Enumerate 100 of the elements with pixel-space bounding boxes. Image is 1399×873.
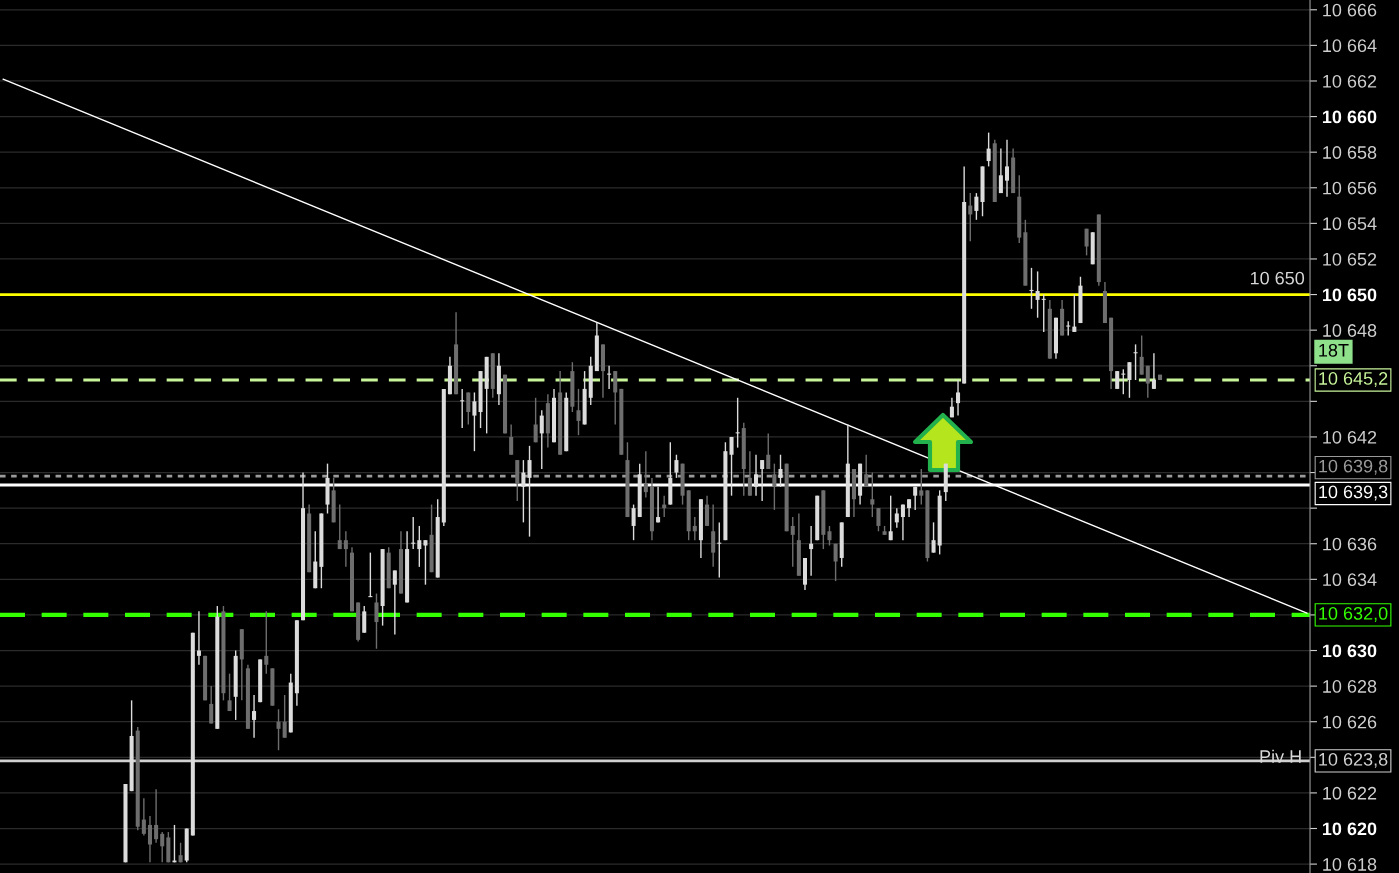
annotation: 10 650 <box>1250 271 1305 285</box>
y-tick-label: 10 620 <box>1322 822 1377 836</box>
candlestick <box>656 486 661 524</box>
candlestick <box>282 694 287 739</box>
y-tick-label: 10 642 <box>1323 430 1377 444</box>
candlestick <box>778 454 783 488</box>
candlestick <box>729 436 734 497</box>
y-tick-label: 10 654 <box>1323 217 1377 231</box>
candlestick <box>754 454 759 497</box>
candlestick <box>705 494 710 527</box>
candlestick <box>1004 139 1010 198</box>
candlestick <box>772 462 777 511</box>
candlestick <box>343 530 348 568</box>
candlestick <box>870 471 875 518</box>
candlestick <box>760 459 765 502</box>
candlestick <box>1084 228 1089 257</box>
y-tick-label: 10 636 <box>1323 537 1377 551</box>
y-tick-label: 10 648 <box>1323 324 1377 337</box>
candlestick <box>521 459 526 524</box>
candlestick <box>888 494 893 541</box>
candlestick <box>607 365 612 390</box>
candlestick <box>956 379 961 417</box>
candlestick <box>252 694 257 739</box>
candlestick <box>154 788 159 844</box>
candlestick <box>735 397 740 449</box>
candlestick <box>417 525 422 568</box>
candlestick <box>766 432 771 470</box>
candlestick <box>227 672 232 712</box>
candlestick <box>515 459 520 502</box>
candlestick <box>1151 352 1156 390</box>
y-tick-label: 10 618 <box>1323 858 1377 871</box>
candlestick <box>160 831 165 864</box>
candlestick <box>1041 293 1046 333</box>
candlestick <box>1127 361 1132 399</box>
candlestick <box>711 503 716 568</box>
y-tick-label: 10 660 <box>1322 110 1377 124</box>
candlestick <box>809 525 814 577</box>
candlestick <box>472 391 477 452</box>
candlestick <box>833 543 838 582</box>
candlestick <box>423 539 428 586</box>
y-tick-label: 10 650 <box>1322 288 1377 302</box>
candlestick <box>1121 368 1126 395</box>
ref-line-label: 10 639,8 <box>1319 459 1388 475</box>
candlestick <box>692 516 697 541</box>
candlestick <box>362 605 367 634</box>
text: 18T <box>1319 343 1349 357</box>
candlestick <box>460 388 465 429</box>
candlestick <box>900 503 905 541</box>
candlestick <box>790 516 795 568</box>
candlestick <box>527 445 532 538</box>
candlestick <box>717 521 722 579</box>
candlestick <box>141 797 146 837</box>
candlestick <box>613 370 618 426</box>
candlestick <box>509 423 514 456</box>
candlestick <box>411 516 416 550</box>
candlestick <box>147 815 152 864</box>
candlestick <box>466 391 471 426</box>
candlestick <box>1035 270 1040 319</box>
candlestick <box>1029 267 1034 310</box>
candlestick <box>1145 365 1150 399</box>
candlestick <box>196 610 201 666</box>
candlestick <box>368 551 373 598</box>
candlestick <box>864 454 869 488</box>
ref-line-label: 10 632,0 <box>1319 606 1388 622</box>
candlestick <box>674 454 679 479</box>
candlestick <box>894 507 899 529</box>
candlestick <box>1139 334 1144 376</box>
candlestick <box>264 610 269 675</box>
candlestick <box>539 409 544 470</box>
candlestick <box>876 507 881 532</box>
candlestick <box>209 685 214 725</box>
candlestick <box>919 468 924 506</box>
candlestick <box>576 388 581 436</box>
y-tick-label: 10 652 <box>1323 252 1377 266</box>
y-tick-label: 10 626 <box>1323 715 1377 729</box>
candlestick <box>974 192 979 221</box>
candlestick <box>276 708 281 751</box>
y-tick-label: 10 628 <box>1323 680 1377 693</box>
candlestick <box>643 450 648 499</box>
annotation: Piv H <box>1260 749 1301 763</box>
candlestick <box>747 450 752 497</box>
candlestick <box>998 147 1003 194</box>
y-tick-label: 10 656 <box>1323 181 1377 195</box>
candlestick <box>631 503 636 541</box>
candlestick <box>533 397 538 443</box>
y-tick-label: 10 658 <box>1323 146 1377 159</box>
y-tick-label: 10 634 <box>1323 573 1377 587</box>
candlestick <box>1072 293 1077 333</box>
ref-line-label: 10 639,3 <box>1319 485 1388 501</box>
y-tick-label: 10 622 <box>1323 786 1377 800</box>
y-tick-label: 10 664 <box>1323 39 1377 53</box>
y-tick-label: 10 666 <box>1323 3 1377 17</box>
candlestick <box>827 525 832 547</box>
candlestick <box>931 521 936 554</box>
y-tick-label: 10 662 <box>1323 74 1377 88</box>
ref-line-label: 10 645,2 <box>1319 372 1388 387</box>
candlestick <box>1133 343 1138 381</box>
candlestick <box>986 131 991 168</box>
ref-line-label: 10 623,8 <box>1319 752 1388 768</box>
y-tick-label: 10 630 <box>1322 644 1377 658</box>
